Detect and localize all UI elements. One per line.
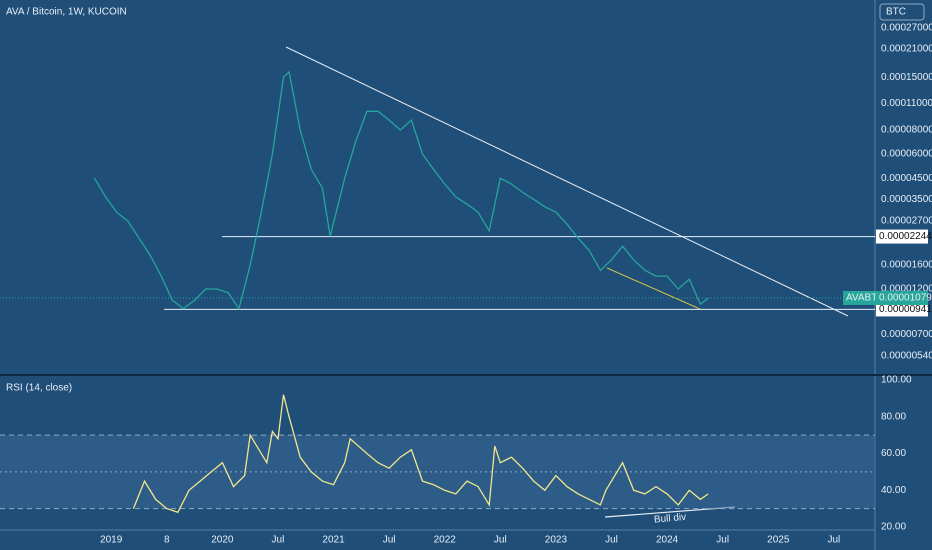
level-box [876, 302, 928, 317]
y-tick-label: 80.00 [881, 411, 906, 422]
trendline [285, 46, 849, 317]
y-tick-label: 0.00001200 [881, 284, 932, 295]
x-tick-label: 2022 [434, 535, 457, 546]
x-tick-label: Jul [827, 535, 840, 546]
y-tick-label: 20.00 [881, 522, 906, 533]
y-tick-label: 0.00001600 [881, 260, 932, 271]
chart-title: AVA / Bitcoin, 1W, KUCOIN [6, 7, 127, 18]
x-tick-label: Jul [716, 535, 729, 546]
y-tick-label: 0.00000700 [881, 329, 932, 340]
y-tick-label: 0.00011000 [881, 98, 932, 109]
last-price-label: 0.00001079 [879, 293, 932, 304]
annotation: Bull div [654, 512, 687, 526]
x-tick-label: Jul [605, 535, 618, 546]
series-name: AVABTC [846, 293, 885, 304]
y-tick-label: 0.00003500 [881, 194, 932, 205]
x-tick-label: 2019 [100, 535, 123, 546]
y-tick-label: 0.00021000 [881, 44, 932, 55]
x-tick-label: 2021 [322, 535, 345, 546]
y-tick-label: 40.00 [881, 485, 906, 496]
x-tick-label: 2025 [767, 535, 790, 546]
x-tick-label: Jul [494, 535, 507, 546]
level-label: 0.00000941 [879, 304, 932, 315]
level-box [876, 229, 928, 244]
y-tick-label: 0.00000540 [881, 351, 932, 362]
x-tick-label: 8 [164, 535, 170, 546]
y-tick-label: 0.00006000 [881, 149, 932, 160]
y-tick-label: 0.00004500 [881, 173, 932, 184]
series-line [93, 70, 709, 311]
x-tick-label: 2024 [656, 535, 679, 546]
rsi-title: RSI (14, close) [6, 383, 72, 394]
level-label: 0.00002244 [879, 231, 932, 242]
y-tick-label: 0.00015000 [881, 72, 932, 83]
x-tick-label: 2023 [545, 535, 568, 546]
y-tick-label: 0.00002700 [881, 216, 932, 227]
last-price-box [876, 290, 928, 305]
x-tick-label: Jul [272, 535, 285, 546]
y-tick-label: 0.00008000 [881, 125, 932, 136]
y-tick-label: 0.00027000 [881, 23, 932, 34]
divergence-line [606, 267, 701, 310]
y-tick-label: 100.00 [881, 375, 912, 386]
x-tick-label: Jul [383, 535, 396, 546]
currency-box[interactable] [879, 3, 925, 21]
series-name-box [843, 290, 876, 305]
y-tick-label: 60.00 [881, 448, 906, 459]
series-line [132, 394, 709, 514]
x-tick-label: 2020 [211, 535, 234, 546]
currency-label[interactable]: BTC [886, 7, 906, 18]
